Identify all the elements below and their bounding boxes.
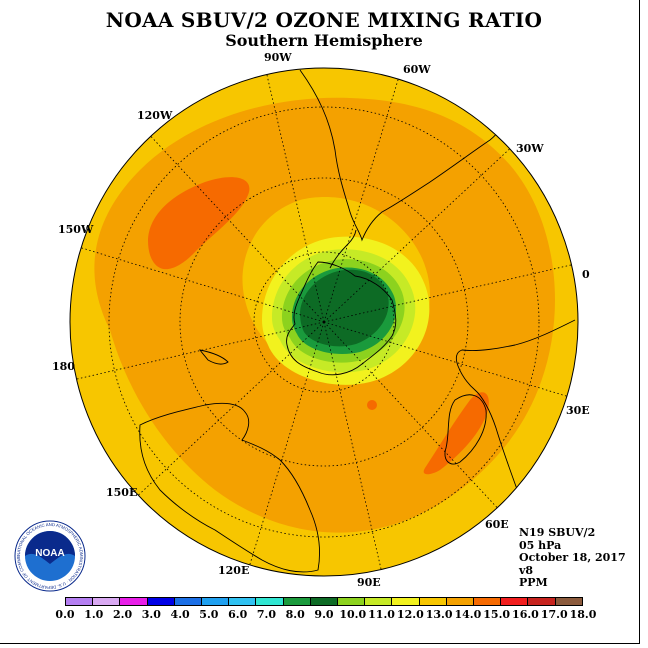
lat-circle-2 xyxy=(179,177,469,467)
contour-15-16-west xyxy=(148,177,250,270)
colorbar-segment xyxy=(174,598,203,605)
noaa-logo: NOAA NATIONAL OCEANIC AND ATMOSPHERIC AD… xyxy=(14,520,86,592)
contour-15-16-east xyxy=(423,392,489,475)
colorbar-segment xyxy=(120,598,148,605)
colorbar-segment xyxy=(283,598,311,605)
colorbar-tick-label: 0.0 xyxy=(55,608,75,621)
contour-15-16-spot xyxy=(367,400,377,410)
colorbar-tick-label: 15.0 xyxy=(483,608,511,621)
lon-label-120w: 120W xyxy=(137,109,173,122)
colorbar-segment xyxy=(501,598,529,605)
colorbar-tick-label: 8.0 xyxy=(285,608,305,621)
lon-label-180: 180 xyxy=(52,360,75,373)
colorbar-segment xyxy=(474,598,502,605)
colorbar-tick-label: 10.0 xyxy=(339,608,367,621)
coast-australia xyxy=(139,402,321,573)
colorbar-tick-label: 4.0 xyxy=(170,608,190,621)
coast-africa xyxy=(455,319,576,510)
map-subtitle: Southern Hemisphere xyxy=(225,31,423,50)
colorbar-segment xyxy=(446,598,475,605)
colorbar-segment xyxy=(555,598,582,605)
lon-label-120e: 120E xyxy=(218,564,250,577)
colorbar-tick-label: 6.0 xyxy=(228,608,248,621)
graticule xyxy=(76,74,572,570)
colorbar-tick-label: 11.0 xyxy=(368,608,395,621)
colorbar-tick-label: 16.0 xyxy=(512,608,539,621)
lon-label-30w: 30W xyxy=(516,142,544,155)
colorbar-ticks: 0.0 1.0 2.0 3.0 4.0 5.0 6.0 7.0 8.0 9.0 10.0 11.0 12… xyxy=(0,608,648,622)
colorbar-segment xyxy=(528,598,556,605)
colorbar xyxy=(65,597,583,606)
lon-label-90w: 90W xyxy=(264,51,292,64)
info-units: PPM xyxy=(519,576,548,589)
logo-text: NOAA xyxy=(35,548,64,559)
colorbar-tick-label: 18.0 xyxy=(569,608,597,621)
colorbar-tick-label: 12.0 xyxy=(396,608,424,621)
colorbar-segment xyxy=(147,598,175,605)
colorbar-tick-label: 13.0 xyxy=(425,608,453,621)
coast-antarctic-peninsula xyxy=(329,229,357,269)
map-title: NOAA SBUV/2 OZONE MIXING RATIO xyxy=(105,8,543,32)
coast-south-america xyxy=(299,69,516,242)
colorbar-segment xyxy=(392,598,420,605)
colorbar-segment xyxy=(229,598,257,605)
lat-circle-1 xyxy=(253,251,395,393)
lon-label-90e: 90E xyxy=(357,576,381,589)
colorbar-tick-label: 2.0 xyxy=(112,608,133,621)
info-level: 05 hPa xyxy=(519,538,562,552)
info-date: October 18, 2017 xyxy=(519,551,626,564)
lon-label-0: 0 xyxy=(582,268,590,281)
coast-madagascar xyxy=(444,394,487,465)
colorbar-segment xyxy=(365,598,393,605)
lon-label-60e: 60E xyxy=(485,518,509,531)
colorbar-tick-label: 9.0 xyxy=(314,608,334,621)
coastlines xyxy=(139,69,576,573)
info-satellite: N19 SBUV/2 xyxy=(519,526,596,539)
map-boundary xyxy=(69,67,579,577)
logo-bird-icon xyxy=(25,531,75,564)
colorbar-tick-label: 17.0 xyxy=(540,608,568,621)
colorbar-segment xyxy=(338,598,366,605)
info-block: N19 SBUV/2 05 hPa October 18, 2017 v8 PP… xyxy=(519,526,626,590)
lon-label-150w: 150W xyxy=(58,223,94,236)
colorbar-segment xyxy=(66,598,94,605)
colorbar-tick-label: 7.0 xyxy=(256,608,277,621)
coast-antarctica xyxy=(286,261,397,376)
colorbar-segment xyxy=(202,598,230,605)
lon-label-150e: 150E xyxy=(106,486,138,499)
colorbar-tick-label: 5.0 xyxy=(199,608,219,621)
lat-circle-3 xyxy=(108,106,540,538)
lon-label-30e: 30E xyxy=(566,404,590,417)
colorbar-tick-label: 1.0 xyxy=(84,608,104,621)
coast-new-zealand xyxy=(199,349,229,365)
lon-label-60w: 60W xyxy=(403,63,431,76)
colorbar-segment xyxy=(310,598,339,605)
info-version: v8 xyxy=(519,563,534,577)
colorbar-tick-label: 14.0 xyxy=(454,608,482,621)
colorbar-tick-label: 3.0 xyxy=(141,608,161,621)
colorbar-segment xyxy=(256,598,284,605)
colorbar-segment xyxy=(93,598,121,605)
colorbar-segment xyxy=(419,598,447,605)
